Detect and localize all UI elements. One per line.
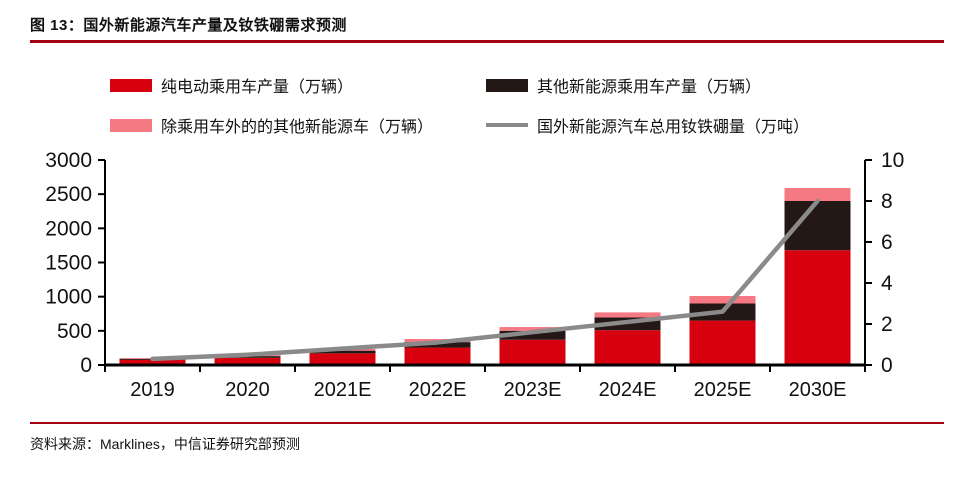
- legend-label: 其他新能源乘用车产量（万辆）: [537, 79, 762, 96]
- bar-segment: [309, 350, 376, 354]
- bar-segment: [784, 250, 851, 365]
- bar-segment: [784, 188, 851, 201]
- chart-area: 0 500 1000 1500 2000 2500 3000 0 2 4 6 8 10 2019 2020 2…: [0, 140, 972, 430]
- source-note: 资料来源：Marklines，中信证券研究部预测: [30, 436, 300, 452]
- bar-segment: [594, 330, 661, 365]
- bar-segment: [309, 353, 376, 365]
- bar-segment: [404, 342, 471, 348]
- x-axis-category-label: 2020: [225, 379, 270, 401]
- x-axis-category-label: 2024E: [599, 379, 657, 401]
- chart-svg: 0 500 1000 1500 2000 2500 3000 0 2 4 6 8 10 2019 2020 2…: [45, 149, 904, 401]
- x-axis-category-label: 2022E: [409, 379, 467, 401]
- right-axis-tick-label: 10: [881, 149, 904, 172]
- bar-segment: [594, 312, 661, 318]
- right-axis-tick-label: 4: [881, 272, 893, 295]
- legend-item-bev: 纯电动乘用车产量（万辆）: [110, 73, 486, 97]
- legend-label: 纯电动乘用车产量（万辆）: [161, 79, 354, 96]
- legend-item-other-pv: 其他新能源乘用车产量（万辆）: [486, 73, 761, 97]
- legend-label: 国外新能源汽车总用钕铁硼量（万吨）: [537, 119, 810, 136]
- non-pv-swatch-icon: [110, 118, 152, 132]
- other-pv-swatch-icon: [486, 78, 528, 92]
- legend-item-ndfeb-line: 国外新能源汽车总用钕铁硼量（万吨）: [486, 113, 809, 137]
- bev-swatch-icon: [110, 78, 152, 92]
- x-axis-category-label: 2019: [130, 379, 175, 401]
- footer-rule: [30, 422, 944, 424]
- left-axis-tick-label: 3000: [45, 149, 92, 172]
- legend-item-non-pv: 除乘用车外的的其他新能源车（万辆）: [110, 113, 486, 137]
- bar-segment: [404, 347, 471, 365]
- x-axis-category-label: 2030E: [789, 379, 847, 401]
- chart-legend: 纯电动乘用车产量（万辆） 其他新能源乘用车产量（万辆） 除乘用车外的的其他新能源…: [110, 72, 880, 152]
- bar-segment: [499, 339, 566, 365]
- ndfeb-line-swatch-icon: [486, 123, 528, 127]
- x-axis-category-label: 2021E: [314, 379, 372, 401]
- ndfeb-demand-line: [150, 198, 820, 362]
- left-axis-tick-label: 2500: [45, 183, 92, 206]
- left-axis-tick-label: 2000: [45, 217, 92, 240]
- legend-row: 除乘用车外的的其他新能源车（万辆） 国外新能源汽车总用钕铁硼量（万吨）: [110, 112, 880, 138]
- x-axis-category-label: 2023E: [504, 379, 562, 401]
- right-axis-tick-label: 6: [881, 231, 893, 254]
- legend-row: 纯电动乘用车产量（万辆） 其他新能源乘用车产量（万辆）: [110, 72, 880, 98]
- right-axis-tick-label: 2: [881, 313, 893, 336]
- bar-segment: [689, 295, 756, 304]
- left-axis-tick-label: 500: [57, 320, 92, 343]
- bar-segment: [499, 330, 566, 340]
- x-axis-category-label: 2025E: [694, 379, 752, 401]
- figure-title: 图 13：国外新能源汽车产量及钕铁硼需求预测: [30, 17, 347, 34]
- left-axis-tick-label: 1500: [45, 252, 92, 275]
- bar-segment: [119, 359, 186, 365]
- right-axis-tick-label: 0: [881, 354, 893, 377]
- bar-segment: [499, 327, 566, 331]
- right-axis-tick-label: 8: [881, 190, 893, 213]
- left-axis-tick-label: 0: [80, 354, 92, 377]
- legend-label: 除乘用车外的的其他新能源车（万辆）: [161, 119, 434, 136]
- bar-segment: [689, 320, 756, 365]
- bar-segment: [214, 357, 281, 365]
- title-rule: [30, 40, 944, 43]
- left-axis-tick-label: 1000: [45, 286, 92, 309]
